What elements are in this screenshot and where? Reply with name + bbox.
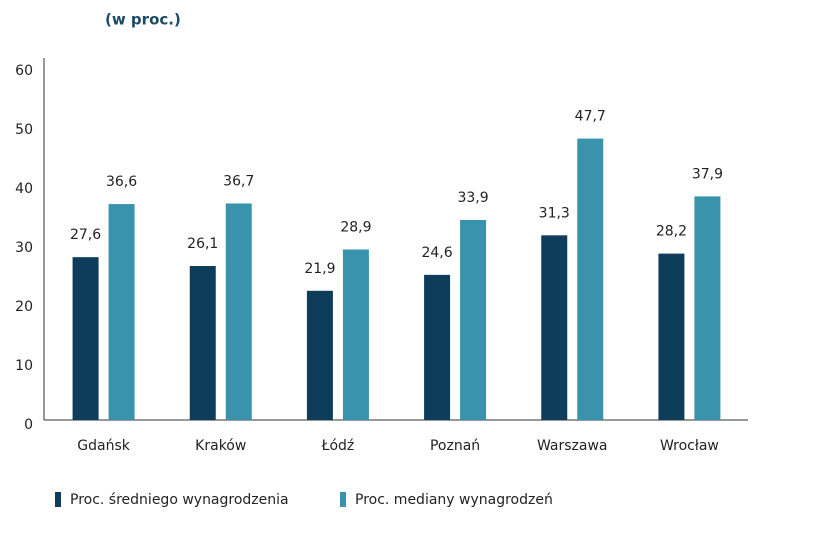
value-label: 28,9 [340, 219, 371, 235]
value-label: 36,7 [223, 173, 254, 189]
bar [694, 196, 721, 420]
y-tick-label: 50 [15, 122, 33, 138]
x-tick-label: Kraków [195, 438, 246, 454]
bar [460, 219, 487, 420]
bar [189, 266, 216, 420]
value-label: 37,9 [692, 166, 723, 182]
bar [225, 203, 252, 420]
y-tick-label: 10 [15, 358, 33, 374]
value-label: 26,1 [187, 236, 218, 252]
value-label: 27,6 [70, 227, 101, 243]
x-tick-label: Poznań [430, 438, 480, 454]
y-tick-label: 40 [15, 181, 33, 197]
value-label: 21,9 [304, 261, 335, 277]
x-tick-label: Gdańsk [77, 438, 130, 454]
y-tick-label: 20 [15, 299, 33, 315]
value-label: 36,6 [106, 174, 137, 190]
value-label: 24,6 [421, 245, 452, 261]
y-tick-label: 30 [15, 240, 33, 256]
x-tick-label: Łódź [321, 438, 355, 454]
value-label: 31,3 [539, 205, 570, 221]
legend-swatch [55, 492, 61, 507]
legend-label: Proc. mediany wynagrodzeń [355, 492, 553, 508]
value-label: 47,7 [575, 109, 606, 125]
bar [577, 138, 604, 420]
bar [306, 290, 333, 420]
bar [541, 235, 568, 420]
x-tick-label: Warszawa [537, 438, 608, 454]
bar [72, 257, 99, 420]
legend-swatch [340, 492, 346, 507]
bar [658, 253, 685, 420]
x-tick-label: Wrocław [660, 438, 719, 454]
y-tick-label: 60 [15, 63, 33, 79]
value-label: 33,9 [457, 190, 488, 206]
bar [342, 249, 369, 420]
bar [108, 204, 135, 420]
legend-label: Proc. średniego wynagrodzenia [70, 492, 289, 508]
value-label: 28,2 [656, 224, 687, 240]
bar [424, 274, 451, 420]
y-tick-label: 0 [24, 417, 33, 433]
chart-subtitle: (w proc.) [105, 11, 181, 29]
